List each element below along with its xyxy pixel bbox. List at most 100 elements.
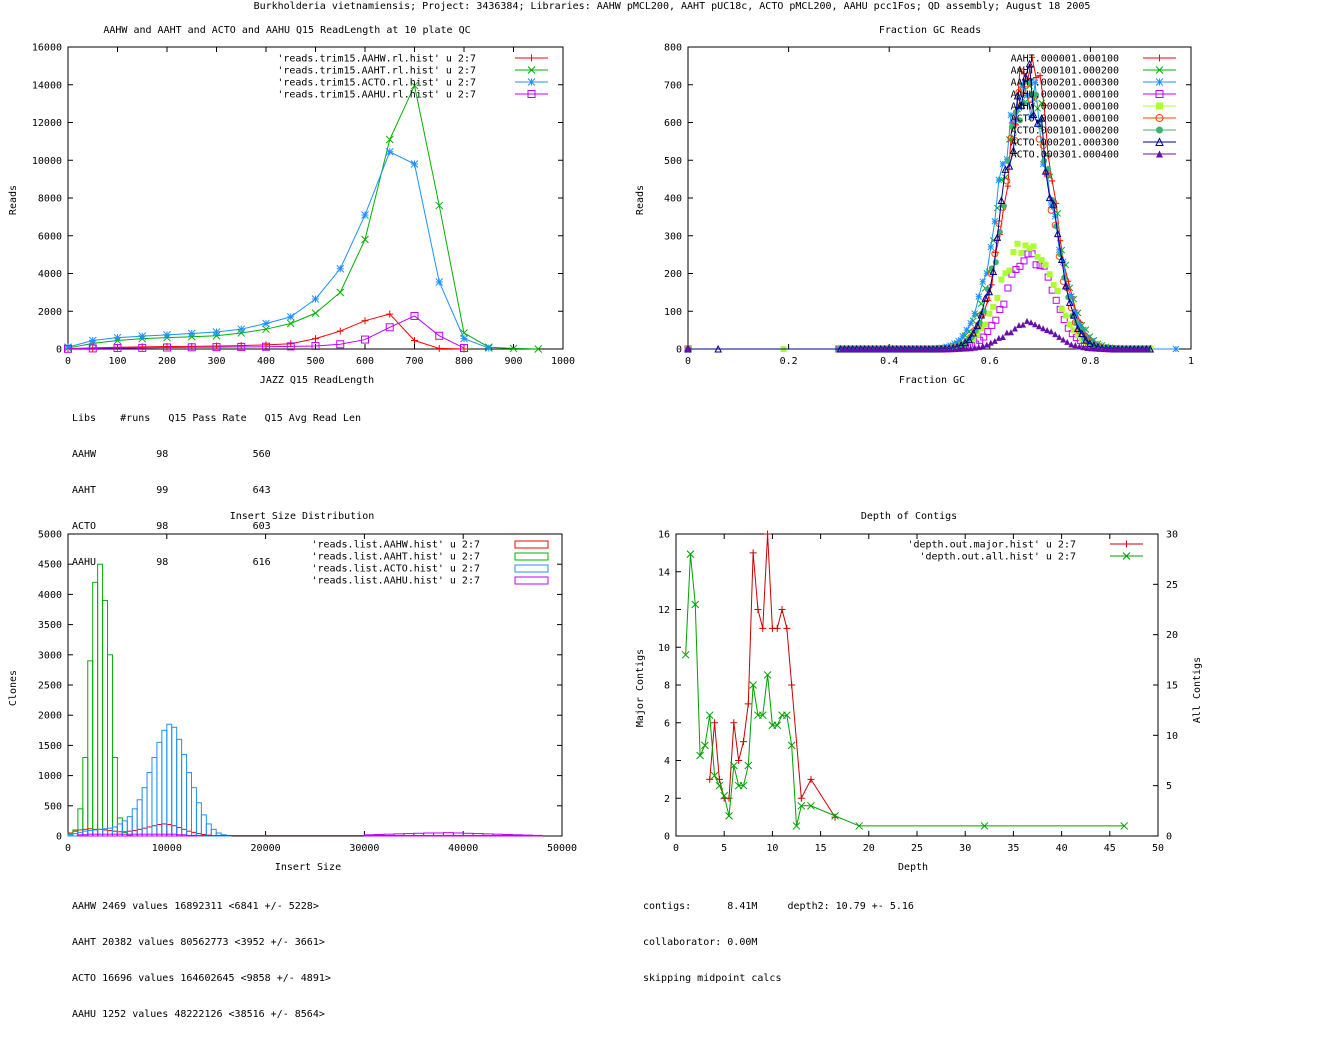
readlength-point bbox=[385, 135, 394, 144]
gc-point bbox=[927, 345, 934, 352]
readlength-point bbox=[336, 264, 345, 273]
gc-point bbox=[1025, 59, 1034, 68]
readlength-xtick-label: 800 bbox=[455, 356, 473, 367]
readlength-point bbox=[460, 334, 468, 343]
insert-bar bbox=[87, 828, 94, 837]
readlength-xtick-label: 0 bbox=[65, 356, 71, 367]
readlength-point bbox=[410, 311, 419, 320]
depth-point bbox=[783, 624, 791, 632]
depth-stat-line: contigs: 8.41M depth2: 10.79 +- 5.16 bbox=[643, 901, 914, 912]
gc-point bbox=[1003, 329, 1010, 336]
gc-point bbox=[973, 321, 982, 330]
readlength-point bbox=[460, 329, 468, 337]
insert-bar bbox=[176, 738, 183, 837]
gc-point bbox=[1080, 344, 1087, 351]
gc-point bbox=[996, 306, 1004, 314]
readlength-point bbox=[138, 332, 147, 341]
insert-ytick-label: 500 bbox=[44, 801, 62, 812]
insert-xtick-label: 40000 bbox=[448, 843, 478, 854]
insert-ytick-label: 3500 bbox=[38, 620, 62, 631]
gc-point bbox=[963, 326, 971, 334]
insert-legend-label: 'reads.list.AAHU.hist' u 2:7 bbox=[311, 576, 480, 587]
gc-ytick-label: 800 bbox=[664, 43, 682, 54]
readlength-point bbox=[361, 235, 369, 244]
readlength-ylabel: Reads bbox=[8, 185, 19, 215]
gc-point bbox=[1041, 157, 1048, 164]
readlength-xtick-label: 400 bbox=[257, 356, 275, 367]
gc-point bbox=[975, 293, 983, 301]
gc-point bbox=[1116, 345, 1123, 352]
gc-point bbox=[1067, 304, 1075, 312]
gc-point bbox=[995, 176, 1003, 184]
gc-point bbox=[1005, 162, 1014, 170]
depth-point bbox=[797, 801, 806, 810]
insert-ytick-label: 0 bbox=[56, 832, 62, 843]
readlength-ytick-label: 8000 bbox=[38, 194, 62, 205]
gc-point bbox=[1048, 286, 1056, 294]
gc-point bbox=[1000, 300, 1008, 308]
gc-point bbox=[1066, 321, 1073, 328]
gc-xtick-label: 0.2 bbox=[780, 356, 798, 367]
gc-point bbox=[1061, 281, 1070, 290]
readlength-point bbox=[262, 319, 270, 328]
depth-point bbox=[773, 721, 782, 730]
depth-point bbox=[705, 711, 714, 720]
insert-xtick-label: 50000 bbox=[547, 843, 577, 854]
depth-xtick-label: 5 bbox=[721, 843, 727, 854]
gc-point bbox=[1042, 261, 1049, 268]
depth-point bbox=[980, 822, 989, 830]
insert-stat-line: AAHU 1252 values 48222126 <38516 +/- 856… bbox=[72, 1009, 325, 1020]
insert-legend-label: 'reads.list.AAHT.hist' u 2:7 bbox=[311, 552, 480, 563]
gc-point bbox=[846, 346, 853, 352]
depth-ytick-label: 8 bbox=[664, 681, 670, 692]
insert-ytick-label: 3000 bbox=[38, 650, 62, 661]
insert-bar bbox=[72, 833, 79, 837]
gc-point bbox=[907, 345, 914, 352]
gc-legend-label: AAHT.000001.000100 bbox=[1011, 54, 1119, 65]
insert-bar bbox=[97, 563, 104, 837]
readlength-point bbox=[64, 344, 72, 353]
gc-point bbox=[1128, 345, 1135, 352]
depth-legend-marker bbox=[1122, 552, 1131, 560]
readlength-plot: AAHW and AAHT and ACTO and AAHU Q15 Read… bbox=[8, 25, 575, 386]
gc-point bbox=[1009, 146, 1018, 155]
gc-point bbox=[1000, 202, 1007, 209]
gc-point bbox=[935, 345, 942, 352]
gc-point bbox=[1038, 99, 1045, 107]
insert-bar bbox=[136, 799, 143, 837]
gc-point bbox=[1022, 242, 1029, 249]
depth-y2tick-label: 0 bbox=[1166, 832, 1172, 843]
depth-ytick-label: 0 bbox=[664, 832, 670, 843]
depth-ytick-label: 14 bbox=[658, 567, 670, 578]
depth-point bbox=[696, 751, 704, 760]
gc-legend-marker bbox=[1155, 137, 1164, 146]
gc-plot: Fraction GC Reads Fraction GC Reads 0 0.2… bbox=[635, 25, 1194, 386]
gc-ylabel: Reads bbox=[635, 185, 646, 215]
gc-point bbox=[1072, 342, 1079, 349]
readlength-point bbox=[212, 343, 221, 352]
readlength-point bbox=[262, 341, 270, 349]
depth-point bbox=[739, 781, 748, 790]
depth-y2tick-label: 10 bbox=[1166, 731, 1178, 742]
gc-point bbox=[1041, 167, 1050, 175]
gc-point bbox=[1074, 324, 1082, 332]
gc-point bbox=[988, 321, 996, 329]
insert-ytick-label: 1500 bbox=[38, 741, 62, 752]
depth-point bbox=[710, 771, 719, 780]
gc-point bbox=[1100, 345, 1107, 352]
readlength-legend-label: 'reads.trim15.AAHU.rl.hist' u 2:7 bbox=[277, 90, 476, 101]
readlength-legend-marker bbox=[527, 90, 536, 98]
depth-point bbox=[763, 671, 772, 679]
gc-ytick-label: 0 bbox=[676, 345, 682, 356]
readlength-series-line bbox=[67, 315, 465, 350]
gc-point bbox=[1035, 135, 1043, 143]
gc-point bbox=[983, 341, 990, 348]
gc-point bbox=[1021, 73, 1030, 81]
gc-point bbox=[1033, 119, 1042, 127]
gc-legend-marker bbox=[1156, 150, 1163, 158]
readlength-point bbox=[435, 344, 443, 352]
gc-point bbox=[911, 345, 918, 352]
gc-xtick-label: 0 bbox=[685, 356, 691, 367]
gc-point bbox=[1028, 319, 1035, 326]
gc-point bbox=[1053, 229, 1062, 238]
